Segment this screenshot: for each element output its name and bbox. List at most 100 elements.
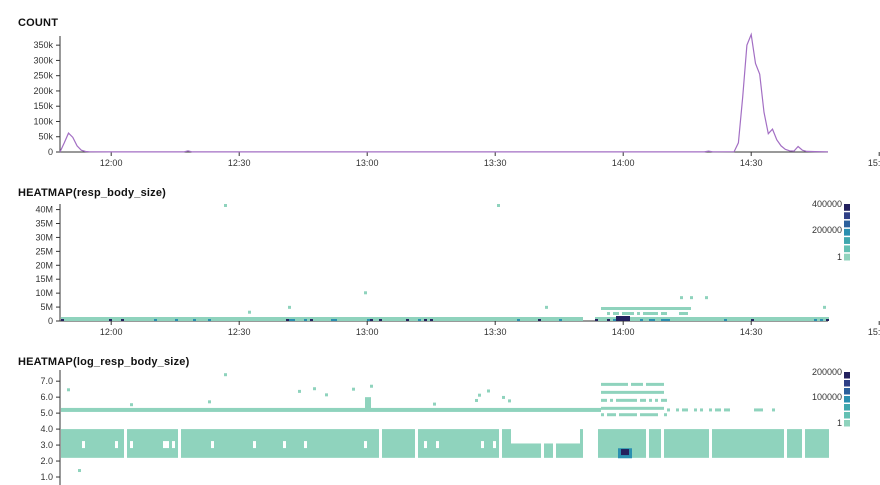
heatmap-cell bbox=[508, 399, 511, 403]
heatmap-cell bbox=[793, 317, 796, 321]
heatmap-cell bbox=[91, 429, 94, 458]
heatmap-cell bbox=[616, 390, 619, 394]
heatmap-cell bbox=[682, 429, 685, 458]
heatmap-cell bbox=[304, 407, 307, 412]
heatmap-cell bbox=[160, 429, 163, 458]
heatmap-cell bbox=[538, 319, 541, 321]
heatmap-cell bbox=[497, 204, 500, 207]
heatmap-cell bbox=[502, 317, 505, 321]
heatmap-cell bbox=[682, 307, 685, 310]
heatmap-cell bbox=[646, 406, 649, 410]
heatmap-cell bbox=[193, 319, 196, 321]
heatmap-cell bbox=[487, 317, 490, 321]
heatmap-cell bbox=[442, 429, 445, 458]
heatmap-cell bbox=[547, 407, 550, 412]
heatmap-cell bbox=[286, 319, 289, 321]
heatmap-cell bbox=[607, 307, 610, 310]
heatmap-cell bbox=[418, 319, 421, 321]
heatmap-cell bbox=[820, 429, 823, 458]
heatmap-cell bbox=[352, 387, 355, 391]
heatmap-cell bbox=[340, 429, 343, 458]
heatmap-cell bbox=[289, 429, 292, 458]
heatmap-cell bbox=[799, 317, 802, 321]
heatmap-cell bbox=[409, 429, 412, 458]
heatmap-legend-swatch bbox=[844, 253, 850, 261]
heatmap-cell bbox=[61, 407, 64, 412]
heatmap-cell bbox=[163, 317, 166, 321]
heatmap-cell bbox=[154, 319, 157, 321]
heatmap-cell bbox=[100, 317, 103, 321]
heatmap-cell bbox=[337, 407, 340, 412]
heatmap-cell bbox=[265, 429, 268, 458]
heatmap-cell bbox=[718, 429, 721, 458]
heatmap-cell bbox=[163, 407, 166, 412]
heatmap-cell bbox=[763, 317, 766, 321]
heatmap-cell bbox=[178, 317, 181, 321]
heatmap-cell bbox=[529, 407, 532, 412]
heatmap-cell bbox=[64, 317, 67, 321]
heatmap-cell bbox=[331, 429, 334, 458]
heatmap-cell bbox=[625, 398, 628, 402]
heatmap-cell bbox=[505, 407, 508, 412]
heatmap-legend-label: 200000 bbox=[812, 225, 842, 235]
heatmap-legend-swatch bbox=[844, 412, 850, 419]
heatmap-cell bbox=[715, 317, 718, 321]
heatmap-cell bbox=[343, 429, 346, 458]
heatmap-cell bbox=[517, 407, 520, 412]
heatmap-cell bbox=[370, 407, 373, 412]
heatmap-cell bbox=[103, 317, 106, 321]
heatmap-cell bbox=[655, 398, 658, 402]
heatmap-cell bbox=[616, 429, 619, 458]
heatmap-cell bbox=[535, 443, 538, 458]
heatmap-cell bbox=[493, 441, 496, 449]
heatmap-cell bbox=[757, 408, 760, 412]
heatmap-cell bbox=[268, 317, 271, 321]
heatmap-cell bbox=[622, 406, 625, 410]
heatmap-cell bbox=[718, 317, 721, 321]
heatmap-cell bbox=[541, 407, 544, 412]
heatmap-cell bbox=[505, 429, 508, 458]
heatmap-cell bbox=[133, 429, 136, 458]
heatmap-cell bbox=[106, 317, 109, 321]
heatmap-cell bbox=[199, 429, 202, 458]
heatmap-cell bbox=[739, 317, 742, 321]
heatmap-cell bbox=[661, 312, 664, 315]
heatmap-cell bbox=[556, 317, 559, 321]
heatmap-cell bbox=[421, 317, 424, 321]
heatmap-cell bbox=[658, 429, 661, 458]
heatmap-cell bbox=[661, 382, 664, 386]
heatmap-cell bbox=[658, 307, 661, 310]
heatmap-cell bbox=[295, 429, 298, 458]
heatmap-cell bbox=[742, 317, 745, 321]
heatmap-cell bbox=[622, 413, 625, 417]
heatmap-cell bbox=[649, 319, 652, 321]
heatmap-cell bbox=[700, 317, 703, 321]
heatmap-log-resp-body-size-title: HEATMAP(log_resp_body_size) bbox=[18, 356, 190, 368]
heatmap-cell bbox=[139, 407, 142, 412]
heatmap-cell bbox=[544, 443, 547, 458]
heatmap-cell bbox=[625, 406, 628, 410]
heatmap-cell bbox=[673, 307, 676, 310]
count-x-tick-label: 13:30 bbox=[484, 158, 507, 168]
heatmap-cell bbox=[229, 317, 232, 321]
heatmap-cell bbox=[79, 317, 82, 321]
heatmap-cell bbox=[655, 382, 658, 386]
heatmap1-y-tick-label: 40M bbox=[35, 205, 53, 215]
heatmap-cell bbox=[559, 443, 562, 458]
heatmap-cell bbox=[224, 373, 227, 377]
heatmap-cell bbox=[619, 429, 622, 458]
heatmap-cell bbox=[349, 407, 352, 412]
heatmap-cell bbox=[694, 429, 697, 458]
heatmap-cell bbox=[592, 407, 595, 412]
heatmap-cell bbox=[145, 317, 148, 321]
heatmap-cell bbox=[328, 429, 331, 458]
heatmap-cell bbox=[694, 317, 697, 321]
heatmap-cell bbox=[208, 429, 211, 458]
heatmap-cell bbox=[349, 317, 352, 321]
heatmap-cell bbox=[109, 319, 112, 321]
heatmap-legend-swatch bbox=[844, 388, 850, 395]
heatmap-cell bbox=[199, 407, 202, 412]
heatmap-cell bbox=[97, 429, 100, 458]
heatmap-cell bbox=[664, 429, 667, 458]
heatmap-cell bbox=[175, 429, 178, 458]
